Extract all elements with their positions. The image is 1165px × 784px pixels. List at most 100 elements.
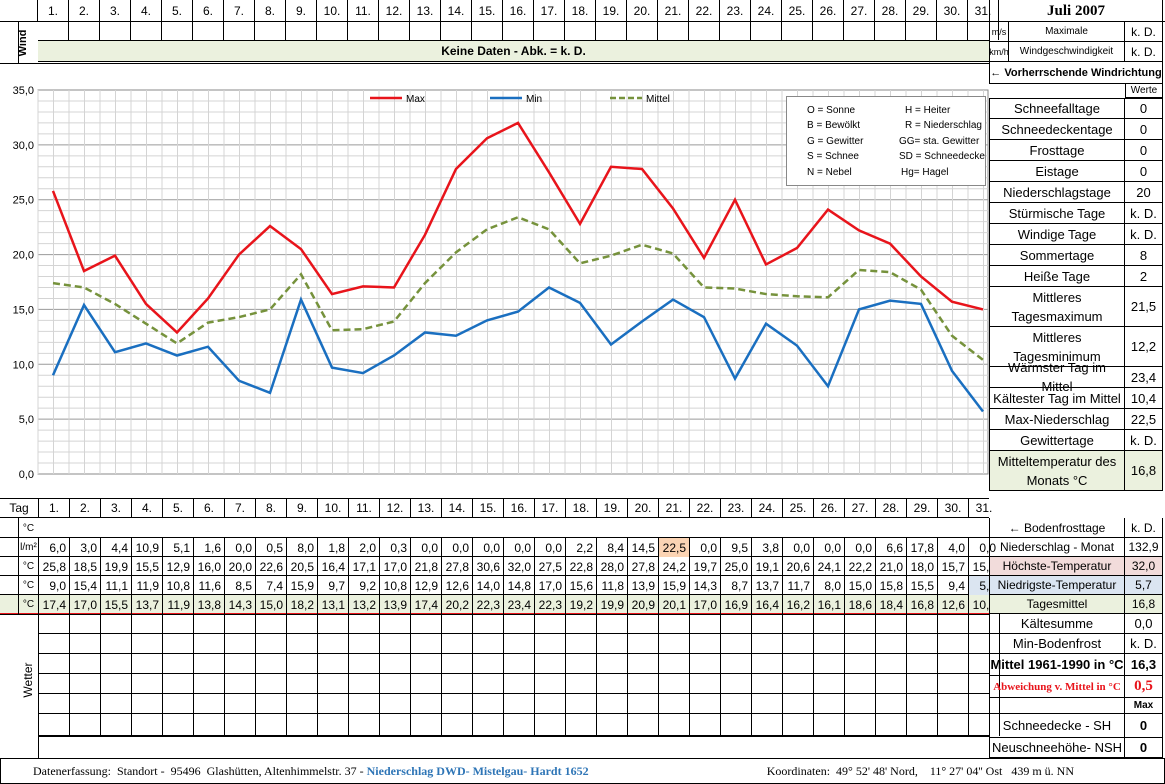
tag-row (0, 498, 989, 518)
legend-h: H = Heiter (905, 105, 951, 116)
data-cell: 6,6 (875, 538, 906, 557)
data-cell: 0,5 (255, 538, 286, 557)
data-cell: 13,7 (131, 595, 162, 614)
data-cell: 0,0 (813, 538, 844, 557)
data-cell: 13,8 (193, 595, 224, 614)
stat-value: 12,2 (1125, 327, 1163, 367)
summary-label: Niederschlag - Monat (989, 538, 1125, 557)
wetter-day-column (689, 614, 690, 736)
header-day: 24. (751, 0, 782, 22)
header-day: 14. (441, 0, 472, 22)
max-wind-ms-value: k. D. (1125, 22, 1163, 42)
wind-direction-cell (937, 22, 968, 40)
stat-label: Wärmster Tag im Mittel (989, 360, 1125, 394)
wind-direction-cell (410, 22, 441, 40)
wetter-row (38, 634, 989, 654)
header-day: 30. (937, 0, 968, 22)
wetter-row (38, 614, 989, 634)
wetter-day-column (131, 614, 132, 736)
stat-label: Heiße Tage (989, 266, 1125, 287)
tag-day: 12. (379, 498, 410, 518)
unit-kmh: km/h (989, 42, 1009, 62)
data-cell: 15,9 (658, 576, 689, 595)
stat-label: Schneedeckentage (989, 119, 1125, 140)
data-cell: 14,3 (689, 576, 720, 595)
header-day: 19. (596, 0, 627, 22)
data-cell: 0,0 (968, 538, 999, 557)
data-cell: 17,0 (379, 557, 410, 576)
data-cell: 0,0 (410, 538, 441, 557)
data-row-tmean (0, 595, 989, 614)
header-day: 18. (565, 0, 596, 22)
data-cell: 17,4 (410, 595, 441, 614)
wind-direction-cell (255, 22, 286, 40)
data-cell: 24,1 (813, 557, 844, 576)
max-wind-label-1: Maximale (1009, 22, 1125, 42)
lower-stat-label (989, 698, 1125, 714)
stat-value: 16,8 (1125, 451, 1163, 491)
data-cell: 19,7 (689, 557, 720, 576)
stat-label: Sommertage (989, 245, 1125, 266)
wind-label-cell (18, 22, 38, 64)
data-cell: 12,6 (441, 576, 472, 595)
wetter-day-column (162, 614, 163, 736)
wetter-row (38, 674, 989, 694)
wetter-day-column (410, 614, 411, 736)
max-wind-kmh-value: k. D. (1125, 42, 1163, 62)
wetter-day-column (286, 614, 287, 736)
data-cell: 2,0 (348, 538, 379, 557)
data-cell: 25,8 (38, 557, 69, 576)
wetter-day-column (224, 614, 225, 736)
data-cell: 0,0 (441, 538, 472, 557)
wind-direction-cell (534, 22, 565, 40)
data-cell: 6,0 (38, 538, 69, 557)
data-cell: 15,4 (69, 576, 100, 595)
header-day: 8. (255, 0, 286, 22)
wind-section (0, 22, 989, 64)
legend-o: O = Sonne (807, 105, 856, 116)
wetter-day-column (844, 614, 845, 736)
header-day: 17. (534, 0, 565, 22)
y-tick-label: 20,0 (13, 250, 34, 262)
data-cell: 25,0 (720, 557, 751, 576)
wind-direction-cell (844, 22, 875, 40)
data-cell: 20,6 (782, 557, 813, 576)
data-cell: 11,7 (782, 576, 813, 595)
wind-direction-cell (627, 22, 658, 40)
data-cell: 3,0 (69, 538, 100, 557)
header-day: 13. (410, 0, 441, 22)
lower-stat-value: 0,0 (1125, 614, 1163, 634)
wetter-day-column (968, 614, 969, 736)
summary-label: Höchste-Temperatur (989, 557, 1125, 576)
legend-g: G = Gewitter (807, 136, 864, 147)
data-cell: 9,7 (317, 576, 348, 595)
lower-stat-label: Abweichung v. Mittel in °C (989, 676, 1125, 698)
wind-direction-cell (720, 22, 751, 40)
wetter-row (38, 714, 989, 736)
summary-value: 32,0 (1125, 557, 1163, 576)
wind-direction-cell (875, 22, 906, 40)
tag-day: 26. (813, 498, 844, 518)
header-day: 4. (131, 0, 162, 22)
footer: Datenerfassung: Standort - 95496 Glashüt… (0, 758, 1165, 784)
header-day: 16. (503, 0, 534, 22)
y-tick-label: 10,0 (13, 359, 34, 371)
wetter-day-column (937, 614, 938, 736)
data-cell: 15,0 (255, 595, 286, 614)
data-cell: 21,0 (875, 557, 906, 576)
wind-direction-cell (38, 22, 69, 40)
legend-n: N = Nebel (807, 167, 852, 178)
data-cell: 0,0 (534, 538, 565, 557)
stat-label: Eistage (989, 161, 1125, 182)
stat-label: Mitteltemperatur des Monats °C (989, 451, 1125, 491)
data-cell: 30,6 (472, 557, 503, 576)
wind-direction-cell (441, 22, 472, 40)
y-tick-label: 5,0 (19, 414, 34, 426)
tag-day: 28. (875, 498, 906, 518)
data-cell: 22,5 (658, 538, 689, 557)
tag-day: 25. (782, 498, 813, 518)
wind-direction-cell (286, 22, 317, 40)
data-cell: 0,3 (379, 538, 410, 557)
data-cell: 10,9 (131, 538, 162, 557)
wind-direction-cell (813, 22, 844, 40)
